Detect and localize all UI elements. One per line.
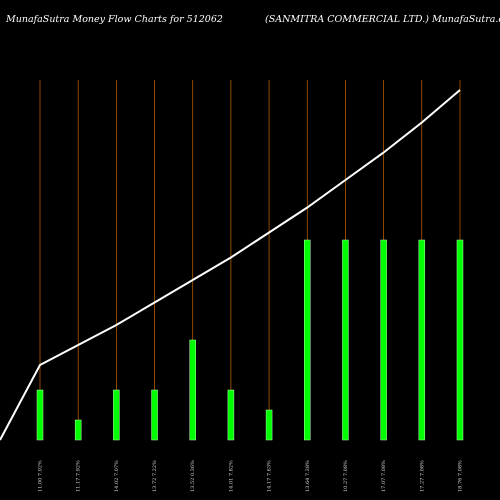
x-tick-labels: 11.00 7.02% 11.17 7.92% 14.02 7.07% 13.72 7… — [38, 460, 464, 492]
x-tick-label: 14.02 7.07% — [114, 460, 120, 492]
x-tick-label: 14.01 7.82% — [228, 460, 234, 492]
bar — [189, 339, 196, 441]
bar — [418, 239, 426, 441]
bar — [342, 239, 349, 441]
chart-subtitle: (SANMITRA COMMERCIAL LTD.) MunafaSutra.c… — [265, 14, 500, 25]
x-tick-label: 17.07 7.08% — [381, 460, 387, 492]
money-flow-line — [0, 89, 461, 441]
bar — [304, 239, 311, 441]
x-tick-label: 10.27 7.08% — [343, 460, 349, 492]
x-tick-label: 14.17 7.63% — [267, 460, 273, 492]
bar — [113, 389, 120, 441]
bar — [36, 389, 44, 441]
bar — [265, 409, 273, 441]
chart-title: MunafaSutra Money Flow Charts for 512062 — [5, 14, 223, 25]
x-tick-label: 17.27 7.08% — [419, 460, 425, 492]
x-tick-label: 11.17 7.92% — [76, 460, 82, 492]
x-tick-label: 13.72 7.22% — [152, 460, 158, 492]
x-tick-label: 13.64 7.38% — [305, 460, 311, 492]
bar — [380, 239, 387, 441]
x-tick-label: 18.76 7.08% — [457, 460, 463, 492]
x-tick-label: 13.52 0.36% — [190, 460, 196, 492]
bar — [456, 239, 464, 441]
bar — [227, 389, 235, 441]
bar — [74, 419, 82, 441]
bar-series — [36, 239, 464, 441]
x-tick-label: 11.00 7.02% — [38, 460, 44, 492]
bar — [151, 389, 158, 441]
